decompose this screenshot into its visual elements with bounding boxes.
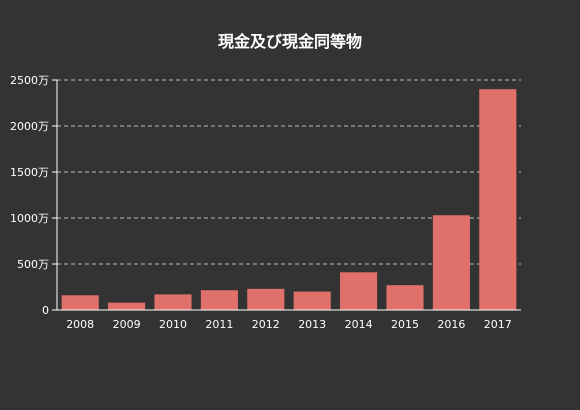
x-axis-tick-labels: 2008 2009 2010 2011 2012 2013 2014 2015 2016 2017 bbox=[66, 318, 512, 331]
bar-2014[interactable] bbox=[340, 272, 378, 310]
y-tick-label: 1000万 bbox=[10, 212, 49, 225]
chart-title: 現金及び現金同等物 bbox=[218, 32, 362, 51]
bar-2009[interactable] bbox=[108, 302, 146, 310]
y-tick-label: 2000万 bbox=[10, 120, 49, 133]
x-tick-label: 2017 bbox=[484, 318, 512, 331]
x-tick-label: 2009 bbox=[113, 318, 141, 331]
bar-series bbox=[61, 89, 517, 310]
bar-2011[interactable] bbox=[200, 290, 238, 310]
x-tick-label: 2012 bbox=[252, 318, 280, 331]
bar-2013[interactable] bbox=[293, 291, 331, 310]
x-tick-label: 2010 bbox=[159, 318, 187, 331]
bar-2016[interactable] bbox=[432, 215, 470, 310]
y-tick-label: 0 bbox=[42, 304, 49, 317]
x-tick-label: 2011 bbox=[205, 318, 233, 331]
bar-2010[interactable] bbox=[154, 294, 192, 310]
x-tick-label: 2013 bbox=[298, 318, 326, 331]
y-tick-label: 500万 bbox=[17, 258, 49, 271]
bar-2017[interactable] bbox=[479, 89, 517, 310]
bar-2012[interactable] bbox=[247, 288, 285, 310]
bar-2008[interactable] bbox=[61, 295, 99, 310]
x-tick-label: 2015 bbox=[391, 318, 419, 331]
y-tick-label: 1500万 bbox=[10, 166, 49, 179]
y-tick-label: 2500万 bbox=[10, 74, 49, 87]
x-tick-label: 2014 bbox=[345, 318, 373, 331]
bar-2015[interactable] bbox=[386, 285, 424, 310]
y-axis-tick-labels: 0 500万 1000万 1500万 2000万 2500万 bbox=[10, 74, 49, 317]
x-tick-label: 2016 bbox=[437, 318, 465, 331]
x-tick-label: 2008 bbox=[66, 318, 94, 331]
axes bbox=[52, 79, 521, 311]
